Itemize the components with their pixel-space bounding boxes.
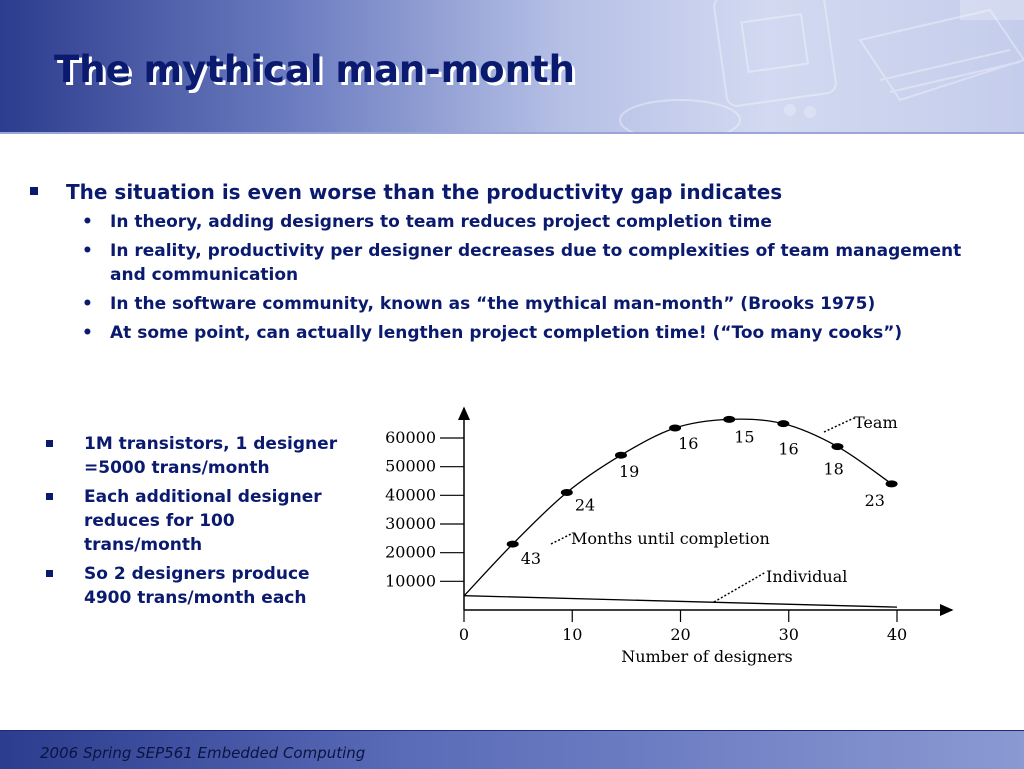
footer-bar	[0, 730, 1024, 769]
square-bullet-icon	[46, 570, 53, 577]
x-tick-label: 20	[670, 625, 690, 644]
team-data-point	[669, 424, 682, 432]
dot-bullet-icon: •	[82, 241, 93, 261]
main-bullet: The situation is even worse than the pro…	[30, 178, 990, 206]
dot-bullet-icon: •	[82, 323, 93, 343]
square-bullet-icon	[46, 493, 53, 500]
slide-title: The mythical man-month	[54, 48, 575, 91]
dot-bullet-icon: •	[82, 294, 93, 314]
side-bullet: 1M transistors, 1 designer =5000 trans/m…	[46, 432, 356, 480]
sub-bullet-text: In the software community, known as “the…	[110, 294, 876, 314]
team-point-label: 19	[619, 462, 639, 481]
side-bullet: Each additional designer reduces for 100…	[46, 485, 356, 557]
sub-bullet-list: • In theory, adding designers to team red…	[30, 210, 990, 345]
y-tick-group: 10000 20000 30000 40000 50000 60000	[385, 428, 464, 590]
x-tick-label: 30	[779, 625, 799, 644]
y-tick-label: 40000	[385, 485, 436, 504]
y-tick-label: 30000	[385, 514, 436, 533]
team-point-label: 23	[865, 491, 885, 510]
side-bullet-text: 1M transistors, 1 designer =5000 trans/m…	[84, 434, 338, 478]
team-data-point	[831, 443, 844, 451]
x-tick-group: 0 10 20 30 40	[459, 610, 907, 644]
team-point-label: 16	[778, 440, 798, 459]
x-tick-label: 0	[459, 625, 469, 644]
x-axis-label: Number of designers	[621, 647, 792, 666]
x-tick-label: 10	[562, 625, 582, 644]
y-tick-label: 60000	[385, 428, 436, 447]
team-data-point	[885, 480, 898, 488]
square-bullet-icon	[46, 440, 53, 447]
sub-bullet: • In the software community, known as “th…	[82, 292, 990, 316]
title-divider	[0, 132, 1024, 134]
sub-bullet: • At some point, can actually lengthen pr…	[82, 321, 990, 345]
side-bullet-list: 1M transistors, 1 designer =5000 trans/m…	[46, 432, 356, 615]
team-data-point	[506, 540, 519, 548]
team-point-label: 15	[734, 427, 754, 446]
side-bullet: So 2 designers produce 4900 trans/month …	[46, 562, 356, 610]
team-data-point	[777, 420, 790, 428]
sub-bullet-text: In reality, productivity per designer de…	[110, 241, 962, 285]
footer-text: 2006 Spring SEP561 Embedded Computing	[40, 744, 366, 762]
dot-bullet-icon: •	[82, 212, 93, 232]
team-data-point	[614, 451, 627, 459]
team-annotation: Team	[854, 413, 898, 432]
team-label-group: 43 24 19 16 15 16 18 23	[521, 427, 885, 568]
sub-bullet-text: At some point, can actually lengthen pro…	[110, 323, 903, 343]
months-annotation: Months until completion	[571, 529, 770, 548]
square-bullet-icon	[30, 187, 38, 195]
main-bullet-list: The situation is even worse than the pro…	[30, 178, 990, 350]
individual-leader-line	[713, 571, 767, 603]
x-tick-label: 40	[887, 625, 907, 644]
team-point-label: 43	[521, 549, 541, 568]
y-tick-label: 50000	[385, 457, 436, 476]
individual-series-line	[463, 595, 898, 608]
productivity-chart: 10000 20000 30000 40000 50000 60000 0 10 20 30 40…	[385, 406, 954, 666]
individual-annotation: Individual	[766, 567, 847, 586]
team-point-label: 18	[823, 460, 843, 479]
side-bullet-text: So 2 designers produce 4900 trans/month …	[84, 564, 310, 608]
sub-bullet: • In reality, productivity per designer d…	[82, 239, 990, 287]
team-data-point	[723, 415, 736, 423]
team-point-group	[506, 415, 898, 548]
y-tick-label: 20000	[385, 543, 436, 562]
months-leader-line	[550, 533, 572, 545]
title-banner: The mythical man-month	[0, 0, 1024, 133]
team-point-label: 16	[678, 434, 698, 453]
main-bullet-text: The situation is even worse than the pro…	[66, 180, 783, 204]
y-tick-label: 10000	[385, 571, 436, 590]
sub-bullet-text: In theory, adding designers to team redu…	[110, 212, 772, 232]
team-point-label: 24	[575, 495, 595, 514]
side-bullet-text: Each additional designer reduces for 100…	[84, 487, 322, 555]
team-data-point	[560, 488, 573, 496]
banner-decoration	[619, 0, 1024, 133]
sub-bullet: • In theory, adding designers to team red…	[82, 210, 990, 234]
team-leader-line	[823, 417, 855, 433]
